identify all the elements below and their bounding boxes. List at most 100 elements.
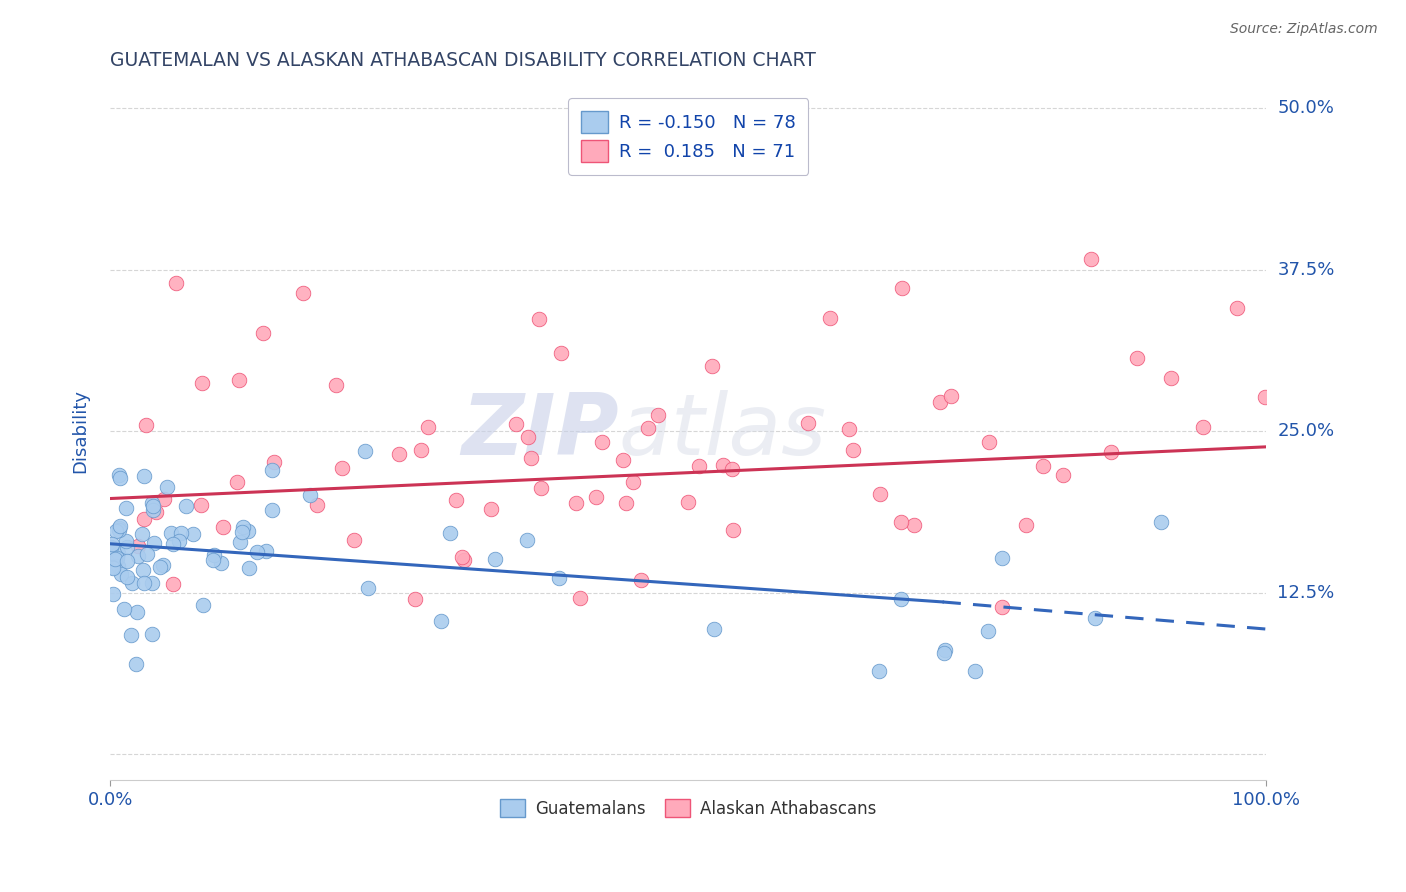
Point [585,490,607,504]
Point [142,536,165,550]
Point [330,461,353,475]
Point [979,435,1001,450]
Point [142,503,165,517]
Point [131,527,153,541]
Text: GUATEMALAN VS ALASKAN ATHABASCAN DISABILITY CORRELATION CHART: GUATEMALAN VS ALASKAN ATHABASCAN DISABIL… [110,51,815,70]
Point [212,520,235,534]
Point [101,559,124,574]
Point [262,503,284,517]
Point [354,444,377,458]
Point [676,495,699,509]
Point [838,422,860,436]
Point [700,359,723,374]
Point [252,326,274,341]
Point [160,526,183,541]
Point [127,539,149,553]
Point [132,575,155,590]
Point [115,570,138,584]
Point [325,377,347,392]
Point [260,463,283,477]
Point [263,455,285,469]
Point [1226,301,1249,315]
Point [721,523,744,537]
Point [903,518,925,533]
Point [246,545,269,559]
Point [110,566,132,581]
Point [1160,371,1182,385]
Point [167,533,190,548]
Point [170,525,193,540]
Point [108,521,131,535]
Point [688,459,710,474]
Point [254,544,277,558]
Point [439,526,461,541]
Point [890,515,912,529]
Point [1080,252,1102,267]
Point [162,576,184,591]
Point [479,501,502,516]
Point [637,421,659,435]
Point [516,533,538,548]
Text: 37.5%: 37.5% [1278,260,1334,279]
Point [565,496,588,510]
Point [101,587,124,601]
Point [520,451,543,466]
Point [647,409,669,423]
Point [115,500,138,515]
Point [145,505,167,519]
Point [135,417,157,432]
Point [115,540,138,554]
Point [107,523,129,537]
Legend: Guatemalans, Alaskan Athabascans: Guatemalans, Alaskan Athabascans [494,793,883,824]
Point [141,496,163,510]
Point [127,549,149,563]
Point [621,475,644,489]
Point [1084,610,1107,624]
Point [977,624,1000,639]
Point [107,559,129,574]
Point [505,417,527,431]
Point [941,389,963,403]
Point [517,430,540,444]
Point [1052,468,1074,483]
Point [530,482,553,496]
Point [132,512,155,526]
Point [292,286,315,301]
Point [229,534,252,549]
Point [165,276,187,290]
Point [484,551,506,566]
Point [388,446,411,460]
Text: 50.0%: 50.0% [1278,99,1334,117]
Point [112,602,135,616]
Point [357,582,380,596]
Point [125,657,148,672]
Text: ZIP: ZIP [461,390,619,473]
Point [720,462,742,476]
Point [209,556,232,570]
Point [100,536,122,550]
Point [444,492,467,507]
Point [529,312,551,326]
Point [1032,459,1054,474]
Point [132,563,155,577]
Point [225,475,247,490]
Point [141,626,163,640]
Point [932,646,955,660]
Point [550,345,572,359]
Point [117,553,139,567]
Point [963,664,986,678]
Point [100,540,122,554]
Point [153,491,176,506]
Point [135,547,157,561]
Text: atlas: atlas [619,390,827,473]
Point [228,373,250,387]
Point [103,561,125,575]
Point [703,623,725,637]
Point [1149,515,1171,529]
Point [202,553,225,567]
Point [1099,444,1122,458]
Point [110,471,132,485]
Point [1014,518,1036,533]
Point [630,573,652,587]
Point [107,546,129,560]
